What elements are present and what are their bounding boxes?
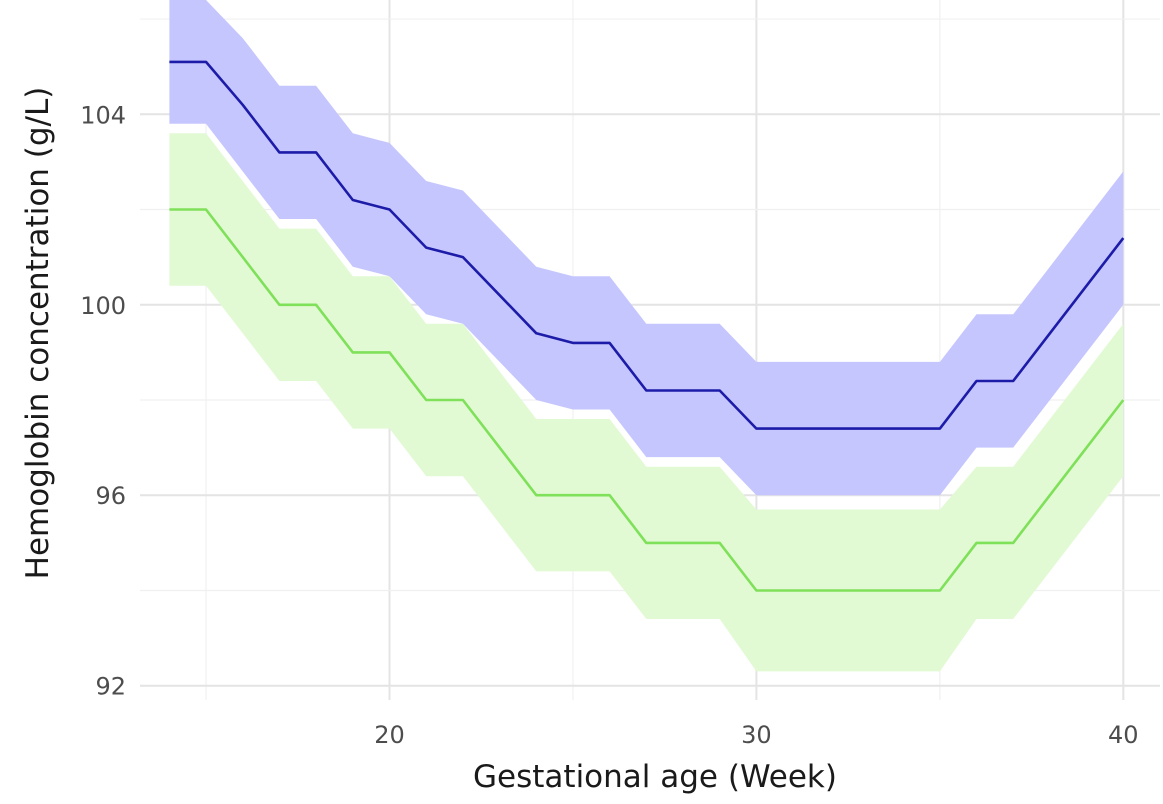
x-tick-label: 20 <box>374 721 405 749</box>
grid <box>140 0 1160 700</box>
series-0-band <box>169 0 1124 496</box>
series-1-band <box>169 133 1124 672</box>
y-tick-label: 96 <box>95 482 126 510</box>
series-lines <box>169 60 1125 592</box>
x-axis-ticks: 20 30 40 <box>374 721 1138 749</box>
x-tick-label: 40 <box>1108 721 1139 749</box>
y-axis-title: Hemoglobin concentration (g/L) <box>20 87 56 580</box>
y-tick-label: 104 <box>80 101 126 129</box>
y-tick-label: 100 <box>80 292 126 320</box>
y-tick-label: 92 <box>95 673 126 701</box>
x-axis-title: Gestational age (Week) <box>473 759 837 795</box>
series-1-line <box>169 208 1125 592</box>
y-axis-ticks: 92 96 100 104 <box>80 101 126 700</box>
series-0-line <box>169 60 1125 430</box>
x-tick-label: 30 <box>741 721 772 749</box>
confidence-bands <box>169 0 1124 672</box>
